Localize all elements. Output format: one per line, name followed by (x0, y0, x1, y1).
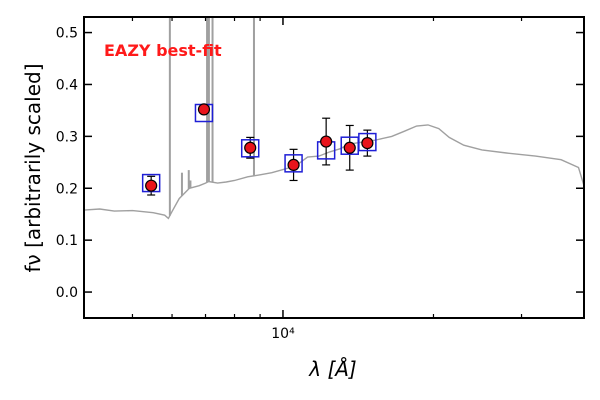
model-flux-square (358, 132, 377, 152)
photometry-point (197, 103, 211, 116)
photometry-point (343, 141, 356, 154)
x-axis-label: λ [Å] (308, 357, 356, 381)
y-tick-label: 0.0 (56, 285, 78, 301)
photometry-point (361, 137, 374, 150)
y-axis-title: fν [arbitrarily scaled] (21, 64, 45, 273)
y-tick-label: 0.3 (56, 129, 78, 145)
x-tick-label: 10⁴ (271, 326, 295, 342)
photometry-point (287, 158, 300, 172)
photometry-point (320, 135, 333, 148)
y-axis-label: fν [arbitrarily scaled] (21, 64, 45, 273)
template-spectrum-line (83, 124, 585, 220)
photometry-point (145, 179, 158, 192)
y-tick-label: 0.5 (56, 26, 78, 42)
annotation-label: EAZY best-fit (104, 41, 222, 60)
photometry-point (244, 141, 257, 154)
model-flux-square (240, 139, 260, 158)
x-axis-title: λ [Å] (308, 357, 356, 381)
axis-layer: 0.0 0.1 0.2 0.3 0.4 0.5 10⁴ (56, 16, 585, 342)
model-square-layer (141, 103, 377, 193)
photometry-point-layer (145, 103, 374, 192)
y-tick-label: 0.2 (56, 181, 78, 197)
y-tick-label: 0.4 (56, 77, 78, 93)
model-flux-square (284, 154, 303, 173)
y-tick-label: 0.1 (56, 233, 78, 249)
plot-frame (83, 16, 585, 319)
